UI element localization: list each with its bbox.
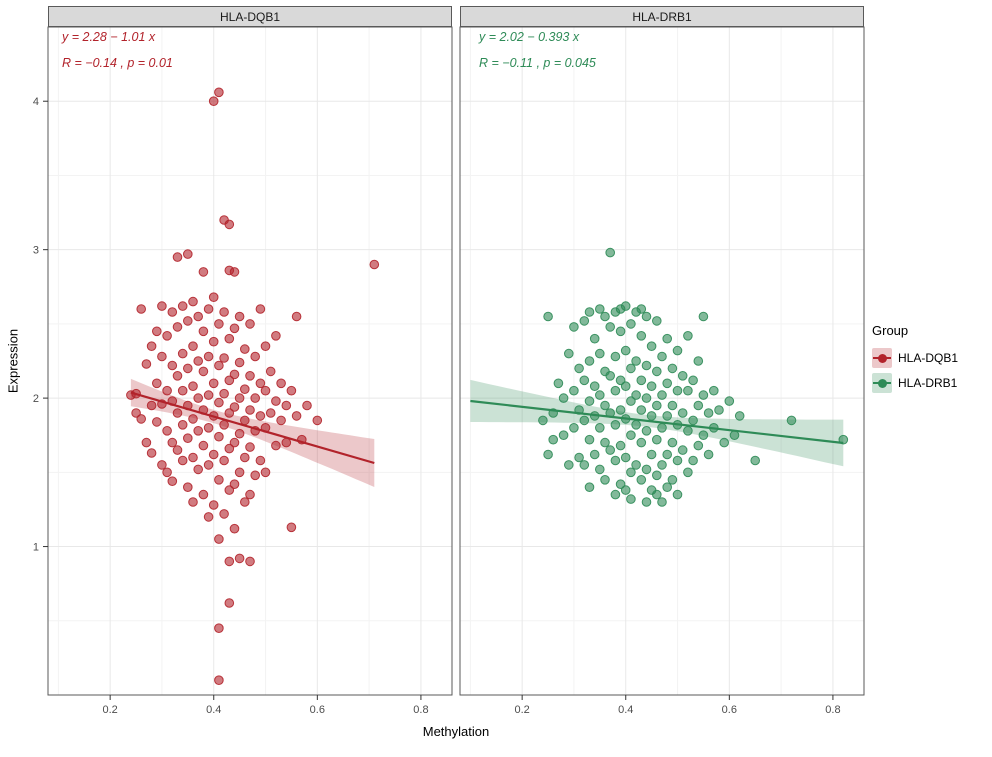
legend-label: HLA-DQB1: [898, 351, 959, 365]
y-axis-title: Expression: [5, 328, 21, 394]
svg-text:0.8: 0.8: [413, 704, 428, 716]
svg-text:0.6: 0.6: [722, 704, 737, 716]
facet-strip-hla-dqb1: HLA-DQB1: [48, 6, 452, 27]
facet-strip-label: HLA-DRB1: [632, 9, 692, 24]
correlation-stats-hla-drb1: R = −0.11 , p = 0.045: [479, 56, 596, 70]
legend-key-dot: [877, 378, 887, 388]
legend-entry-hla-drb1: HLA-DRB1: [872, 373, 990, 393]
facet-strip-label: HLA-DQB1: [219, 9, 281, 24]
legend-label: HLA-DRB1: [898, 376, 958, 390]
svg-text:1: 1: [33, 542, 39, 554]
svg-text:0.6: 0.6: [310, 704, 325, 716]
svg-text:4: 4: [33, 96, 39, 108]
legend-entry-hla-dqb1: HLA-DQB1: [872, 348, 990, 368]
regression-equation-hla-drb1: y = 2.02 − 0.393 x: [479, 30, 580, 44]
facet-strip-hla-drb1: HLA-DRB1: [460, 6, 864, 27]
svg-text:0.4: 0.4: [618, 704, 633, 716]
legend-key-dot: [877, 353, 887, 363]
x-axis-title: Methylation: [422, 724, 490, 739]
regression-equation-hla-dqb1: y = 2.28 − 1.01 x: [62, 30, 156, 44]
svg-text:2: 2: [33, 393, 39, 405]
legend-key-point-icon: [872, 348, 892, 368]
svg-text:3: 3: [33, 245, 39, 257]
correlation-stats-hla-dqb1: R = −0.14 , p = 0.01: [62, 56, 173, 70]
svg-text:0.8: 0.8: [825, 704, 840, 716]
svg-text:0.2: 0.2: [515, 704, 530, 716]
legend-key-point-icon: [872, 373, 892, 393]
svg-text:0.4: 0.4: [206, 704, 221, 716]
legend-title: Group: [872, 323, 909, 338]
svg-text:0.2: 0.2: [103, 704, 118, 716]
legend: Group HLA-DQB1 HLA-DRB1: [872, 323, 990, 398]
